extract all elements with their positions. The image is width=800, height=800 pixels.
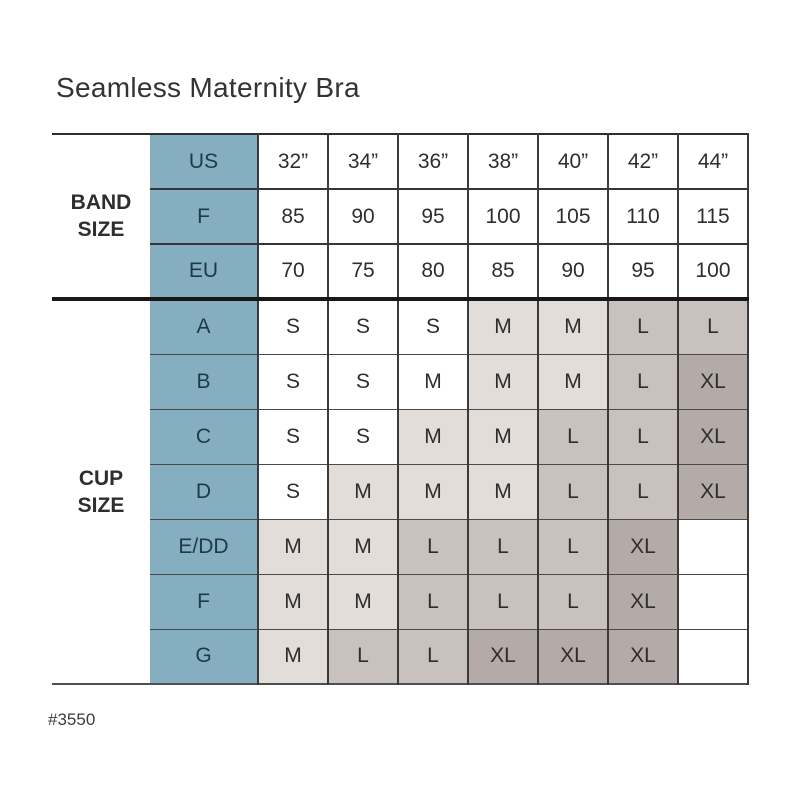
cup-cell: M — [257, 519, 328, 574]
cup-cell: M — [397, 464, 468, 519]
band-cell: 80 — [397, 244, 468, 299]
band-cell: 100 — [467, 189, 538, 244]
cup-cell: M — [467, 354, 538, 409]
cup-cell — [677, 629, 749, 684]
cup-cell: L — [397, 574, 468, 629]
cup-cell: XL — [607, 629, 678, 684]
cup-cell — [677, 519, 749, 574]
cup-row-C: C S S M M L L XL — [52, 409, 749, 464]
cup-cell: M — [397, 354, 468, 409]
cup-cell: L — [677, 299, 749, 354]
cup-cell: M — [257, 574, 328, 629]
band-cell: 40” — [537, 134, 608, 189]
band-cell: 44” — [677, 134, 749, 189]
cup-cell: M — [467, 299, 538, 354]
cup-cell: XL — [677, 409, 749, 464]
band-cell: 90 — [537, 244, 608, 299]
band-cell: 42” — [607, 134, 678, 189]
cup-cell: L — [607, 299, 678, 354]
cup-cell: XL — [467, 629, 538, 684]
band-cell: 34” — [327, 134, 398, 189]
cup-row-label: D — [150, 464, 259, 519]
cup-cell: L — [607, 354, 678, 409]
band-cell: 32” — [257, 134, 328, 189]
cup-row-label: B — [150, 354, 259, 409]
cup-cell: L — [397, 629, 468, 684]
cup-cell — [677, 574, 749, 629]
cup-cell: S — [327, 354, 398, 409]
band-size-section: BAND SIZE US 32” 34” 36” 38” 40” 42” 44” F 85 90 95 1… — [52, 134, 749, 299]
cup-size-label: CUP SIZE — [52, 299, 150, 684]
band-cell: 105 — [537, 189, 608, 244]
cup-cell: L — [607, 464, 678, 519]
band-cell: 38” — [467, 134, 538, 189]
cup-cell: S — [257, 354, 328, 409]
cup-row-label: F — [150, 574, 259, 629]
size-chart-table: BAND SIZE US 32” 34” 36” 38” 40” 42” 44” F 85 90 95 1… — [52, 133, 749, 685]
band-cell: 100 — [677, 244, 749, 299]
cup-cell: S — [257, 409, 328, 464]
band-cell: 70 — [257, 244, 328, 299]
cup-size-section: CUP SIZE A S S S M M L L B S S M M M L XL C S S M M L L XL D S M M M L… — [52, 299, 749, 684]
band-cell: 95 — [397, 189, 468, 244]
cup-row-G: G M L L XL XL XL — [52, 629, 749, 684]
product-number: #3550 — [48, 710, 96, 729]
cup-row-label: G — [150, 629, 259, 684]
cup-cell: S — [397, 299, 468, 354]
cup-cell: M — [537, 354, 608, 409]
cup-cell: L — [397, 519, 468, 574]
cup-cell: M — [327, 464, 398, 519]
band-row-EU: EU 70 75 80 85 90 95 100 — [52, 244, 749, 299]
band-cell: 110 — [607, 189, 678, 244]
cup-row-label: C — [150, 409, 259, 464]
cup-cell: S — [327, 409, 398, 464]
cup-cell: XL — [607, 574, 678, 629]
cup-cell: L — [467, 519, 538, 574]
cup-cell: L — [537, 574, 608, 629]
cup-row-B: B S S M M M L XL — [52, 354, 749, 409]
band-size-label: BAND SIZE — [52, 134, 150, 299]
band-cell: 115 — [677, 189, 749, 244]
band-cell: 85 — [467, 244, 538, 299]
cup-cell: L — [537, 519, 608, 574]
band-cell: 75 — [327, 244, 398, 299]
cup-cell: S — [257, 464, 328, 519]
cup-row-EDD: E/DD M M L L L XL — [52, 519, 749, 574]
cup-cell: L — [467, 574, 538, 629]
band-cell: 95 — [607, 244, 678, 299]
cup-cell: M — [327, 574, 398, 629]
cup-cell: XL — [677, 354, 749, 409]
cup-cell: M — [397, 409, 468, 464]
cup-cell: M — [257, 629, 328, 684]
cup-cell: L — [607, 409, 678, 464]
cup-cell: M — [537, 299, 608, 354]
band-cell: 90 — [327, 189, 398, 244]
cup-cell: L — [327, 629, 398, 684]
band-cell: 85 — [257, 189, 328, 244]
cup-cell: XL — [537, 629, 608, 684]
band-row-F: F 85 90 95 100 105 110 115 — [52, 189, 749, 244]
band-row-label: F — [150, 189, 259, 244]
cup-row-F: F M M L L L XL — [52, 574, 749, 629]
band-cell: 36” — [397, 134, 468, 189]
cup-cell: M — [467, 464, 538, 519]
cup-cell: L — [537, 464, 608, 519]
cup-cell: M — [467, 409, 538, 464]
cup-cell: S — [327, 299, 398, 354]
cup-cell: XL — [607, 519, 678, 574]
cup-cell: L — [537, 409, 608, 464]
band-row-label: US — [150, 134, 259, 189]
page-title: Seamless Maternity Bra — [56, 72, 360, 103]
cup-row-A: CUP SIZE A S S S M M L L — [52, 299, 749, 684]
cup-cell: S — [257, 299, 328, 354]
cup-row-D: D S M M M L L XL — [52, 464, 749, 519]
band-row-US: BAND SIZE US 32” 34” 36” 38” 40” 42” 44” — [52, 134, 749, 299]
band-row-label: EU — [150, 244, 259, 299]
cup-cell: M — [327, 519, 398, 574]
cup-row-label: E/DD — [150, 519, 259, 574]
cup-cell: XL — [677, 464, 749, 519]
cup-row-label: A — [150, 299, 259, 354]
